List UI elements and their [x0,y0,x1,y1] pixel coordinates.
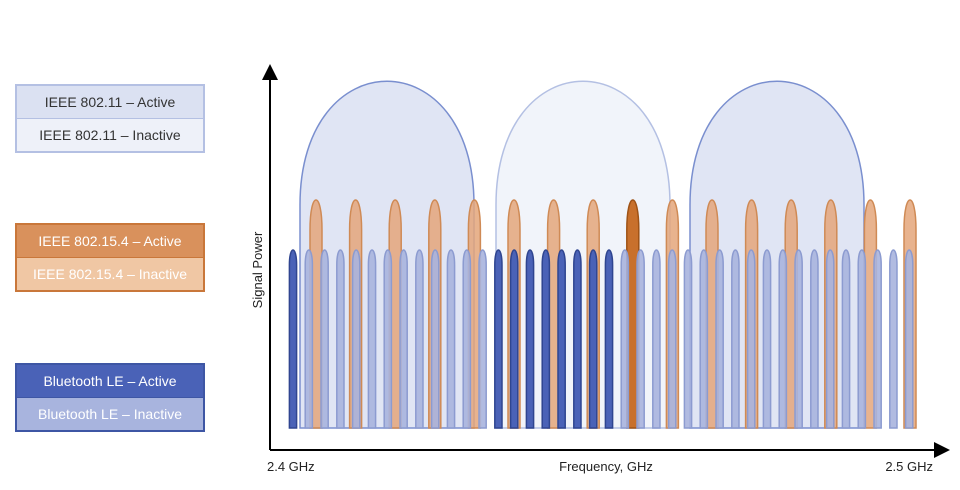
ble-channel-9 [415,249,424,429]
ble-channel-13 [478,249,487,429]
ble-channel-4 [336,249,345,429]
zigbee-channel-13 [784,199,798,429]
ble-channel-37 [857,249,867,429]
ble-channel-29 [731,249,740,429]
ble-channel-39 [889,249,898,429]
ble-channel-19 [573,249,582,429]
ble-channel-17 [541,249,551,429]
ble-channel-22 [620,249,630,429]
ble-channel-27 [699,249,709,429]
zigbee-channel-7 [546,199,561,429]
x-start-label: 2.4 GHz [267,459,315,474]
ble-channel-6 [367,249,377,429]
ble-channel-25 [667,249,677,429]
zigbee-channel-11 [705,199,719,429]
ble-channel-2 [304,249,314,429]
legend-wifi: IEEE 802.11 – Active IEEE 802.11 – Inact… [15,84,205,153]
ble-channel-21 [604,249,614,429]
ble-channel-36 [841,249,851,429]
legend-zigbee-inactive: IEEE 802.15.4 – Inactive [17,258,203,290]
ble-channels [288,249,914,429]
legend-ble-inactive: Bluetooth LE – Inactive [17,398,203,430]
ble-channel-8 [399,249,408,429]
legend-ble: Bluetooth LE – Active Bluetooth LE – Ina… [15,363,205,432]
ble-channel-16 [525,249,535,429]
ble-channel-35 [825,249,835,429]
ble-channel-18 [557,249,566,429]
ble-channel-28 [715,249,724,429]
ble-channel-11 [446,249,456,429]
ble-channel-7 [383,249,393,429]
ble-channel-12 [462,249,472,429]
ble-channel-40 [904,249,914,429]
ble-channel-20 [588,249,598,429]
legend-zigbee: IEEE 802.15.4 – Active IEEE 802.15.4 – I… [15,223,205,292]
x-end-label: 2.5 GHz [885,459,933,474]
ble-channel-10 [430,249,440,429]
y-axis-label: Signal Power [250,231,265,308]
ble-channel-14 [494,249,503,429]
ble-channel-1 [288,249,298,429]
ble-channel-15 [509,249,519,429]
ble-channel-24 [652,249,661,429]
ble-channel-31 [762,249,772,429]
x-axis-label: Frequency, GHz [559,459,653,474]
ble-channel-5 [351,249,361,429]
legend-zigbee-active: IEEE 802.15.4 – Active [17,225,203,258]
ble-channel-23 [636,249,645,429]
ble-channel-34 [810,249,819,429]
legend-wifi-inactive: IEEE 802.11 – Inactive [17,119,203,151]
ble-channel-38 [873,249,882,429]
legend-wifi-active: IEEE 802.11 – Active [17,86,203,119]
ble-channel-3 [320,249,329,429]
legend-ble-active: Bluetooth LE – Active [17,365,203,398]
zigbee-channel-3 [388,199,402,429]
ble-channel-30 [746,249,756,429]
ble-channel-32 [778,249,788,429]
ble-channel-26 [683,249,693,429]
zigbee-channel-9 [626,199,640,429]
ble-channel-33 [794,249,803,429]
zigbee-channel-5 [467,199,482,429]
